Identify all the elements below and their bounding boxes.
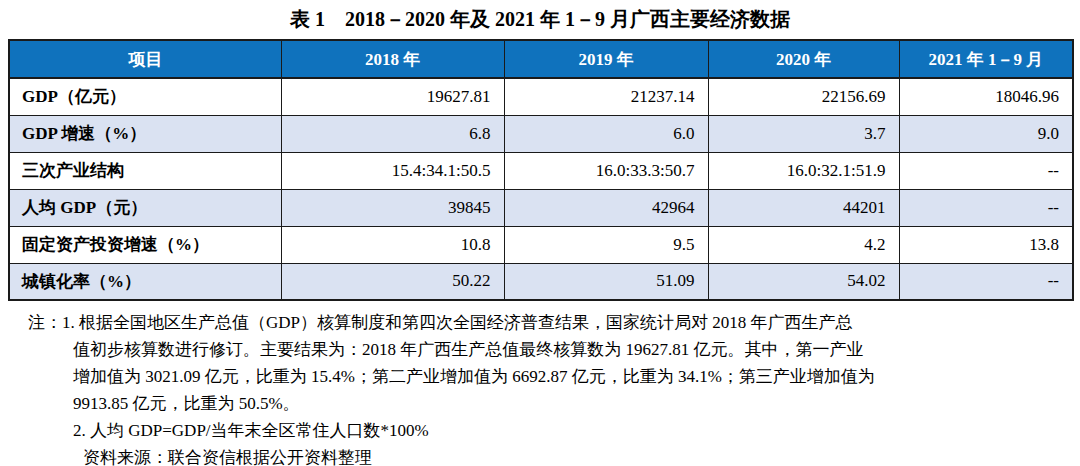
source-line: 资料来源：联合资信根据公开资料整理 [83, 444, 1080, 466]
header-cell-2021-9m: 2021 年 1－9 月 [899, 40, 1073, 78]
note-line-1: 注：1. 根据全国地区生产总值（GDP）核算制度和第四次全国经济普查结果，国家统… [28, 309, 1080, 336]
cell-value: 42964 [504, 189, 708, 226]
cell-value: 6.0 [504, 115, 708, 152]
cell-value: 19627.81 [281, 78, 504, 115]
row-label: GDP（亿元） [9, 78, 281, 115]
cell-value: -- [899, 263, 1073, 300]
cell-value: -- [899, 152, 1073, 189]
cell-value: 16.0:32.1:51.9 [708, 152, 899, 189]
table-row-urbanization-rate: 城镇化率（%） 50.22 51.09 54.02 -- [9, 263, 1073, 300]
cell-value: 4.2 [708, 226, 899, 263]
cell-value: 15.4:34.1:50.5 [281, 152, 504, 189]
cell-value: 6.8 [281, 115, 504, 152]
note-line-4: 9913.85 亿元，比重为 50.5%。 [73, 390, 1080, 417]
economic-data-table: 项目 2018 年 2019 年 2020 年 2021 年 1－9 月 GDP… [8, 39, 1074, 301]
cell-value: 16.0:33.3:50.7 [504, 152, 708, 189]
cell-value: 13.8 [899, 226, 1073, 263]
table-row-gdp-growth: GDP 增速（%） 6.8 6.0 3.7 9.0 [9, 115, 1073, 152]
cell-value: 22156.69 [708, 78, 899, 115]
cell-value: 3.7 [708, 115, 899, 152]
row-label: GDP 增速（%） [9, 115, 281, 152]
header-cell-2019: 2019 年 [504, 40, 708, 78]
cell-value: 9.5 [504, 226, 708, 263]
table-row-industry-structure: 三次产业结构 15.4:34.1:50.5 16.0:33.3:50.7 16.… [9, 152, 1073, 189]
cell-value: 21237.14 [504, 78, 708, 115]
header-row: 项目 2018 年 2019 年 2020 年 2021 年 1－9 月 [9, 40, 1073, 78]
cell-value: 10.8 [281, 226, 504, 263]
cell-value: -- [899, 189, 1073, 226]
table-row-fixed-asset-investment: 固定资产投资增速（%） 10.8 9.5 4.2 13.8 [9, 226, 1073, 263]
note-line-5: 2. 人均 GDP=GDP/当年末全区常住人口数*100% [73, 417, 1080, 444]
row-label: 三次产业结构 [9, 152, 281, 189]
header-cell-2018: 2018 年 [281, 40, 504, 78]
table-header: 项目 2018 年 2019 年 2020 年 2021 年 1－9 月 [9, 40, 1073, 78]
cell-value: 18046.96 [899, 78, 1073, 115]
row-label: 人均 GDP（元） [9, 189, 281, 226]
cell-value: 39845 [281, 189, 504, 226]
row-label: 固定资产投资增速（%） [9, 226, 281, 263]
table-row-gdp: GDP（亿元） 19627.81 21237.14 22156.69 18046… [9, 78, 1073, 115]
header-cell-item: 项目 [9, 40, 281, 78]
footnotes: 注：1. 根据全国地区生产总值（GDP）核算制度和第四次全国经济普查结果，国家统… [0, 309, 1080, 466]
note-line-3: 增加值为 3021.09 亿元，比重为 15.4%；第二产业增加值为 6692.… [73, 363, 1080, 390]
cell-value: 51.09 [504, 263, 708, 300]
row-label: 城镇化率（%） [9, 263, 281, 300]
table-row-gdp-per-capita: 人均 GDP（元） 39845 42964 44201 -- [9, 189, 1073, 226]
cell-value: 54.02 [708, 263, 899, 300]
header-cell-2020: 2020 年 [708, 40, 899, 78]
cell-value: 9.0 [899, 115, 1073, 152]
table-title: 表 1 2018－2020 年及 2021 年 1－9 月广西主要经济数据 [0, 0, 1080, 32]
cell-value: 44201 [708, 189, 899, 226]
cell-value: 50.22 [281, 263, 504, 300]
note-line-2: 值初步核算数进行修订。主要结果为：2018 年广西生产总值最终核算数为 1962… [73, 336, 1080, 363]
